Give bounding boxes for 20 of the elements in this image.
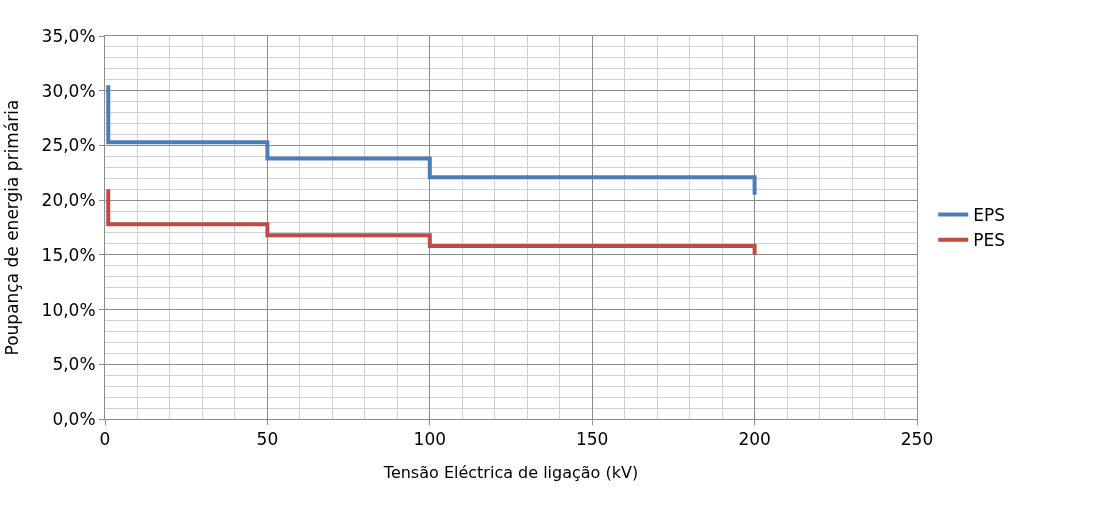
x-tick-label: 250: [900, 429, 934, 450]
y-tick-label: 10,0%: [41, 299, 96, 320]
y-tick-label: 0,0%: [52, 408, 96, 429]
x-tick-label: 200: [738, 429, 771, 450]
line-series: [106, 187, 757, 257]
y-axis-title: Poupança de energia primária: [2, 99, 23, 356]
legend-label: EPS: [973, 205, 1006, 226]
x-tick-label: 50: [256, 429, 279, 450]
y-tick-label: 20,0%: [41, 190, 96, 211]
legend-label: PES: [973, 230, 1006, 251]
x-axis-title: Tensão Eléctrica de ligação (kV): [382, 463, 639, 483]
y-tick-label: 30,0%: [41, 80, 96, 101]
y-tick-label: 5,0%: [52, 354, 96, 375]
x-tick-label: 100: [413, 429, 447, 450]
x-tick-label: 150: [575, 429, 609, 450]
line-series: [106, 83, 757, 197]
x-tick-label: 0: [99, 429, 111, 450]
y-tick-label: 35,0%: [41, 25, 96, 46]
y-tick-label: 25,0%: [41, 135, 96, 156]
y-tick-label: 15,0%: [41, 244, 96, 265]
